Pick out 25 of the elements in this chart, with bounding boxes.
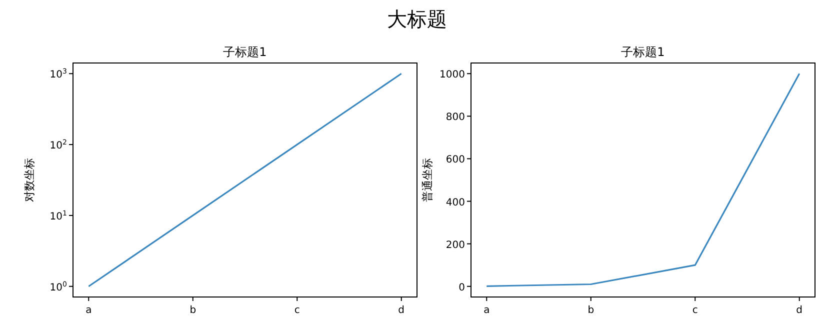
y-tick-label: 400 (446, 197, 465, 208)
y-axis-title: 普通坐标 (421, 158, 434, 202)
x-tick-label: b (588, 305, 594, 316)
y-tick-label: 200 (446, 240, 465, 251)
x-tick-label: d (398, 305, 405, 316)
y-axis-title: 对数坐标 (23, 158, 36, 202)
y-tick-label: 10$^{2}$ (50, 138, 67, 152)
x-tick-label: d (796, 305, 803, 316)
y-tick-label: 10$^{1}$ (50, 209, 67, 222)
line-series (486, 72, 800, 287)
x-tick-label: a (86, 305, 92, 316)
y-tick-label: 10$^{0}$ (50, 280, 67, 294)
x-tick-label: c (294, 305, 300, 316)
text: 大标题 (386, 6, 448, 33)
y-tick-label: 800 (446, 112, 465, 124)
y-tick-label: 10$^{3}$ (50, 68, 67, 81)
chart-title: 子标题1 (223, 45, 267, 59)
y-tick-label: 1000 (440, 70, 465, 81)
x-tick-label: a (484, 305, 490, 316)
y-tick-label: 0 (458, 282, 465, 294)
chart-title: 子标题1 (621, 45, 665, 59)
x-tick-label: b (190, 305, 196, 316)
y-tick-label: 600 (446, 154, 465, 166)
line-series (88, 72, 402, 288)
x-tick-label: c (692, 305, 698, 316)
